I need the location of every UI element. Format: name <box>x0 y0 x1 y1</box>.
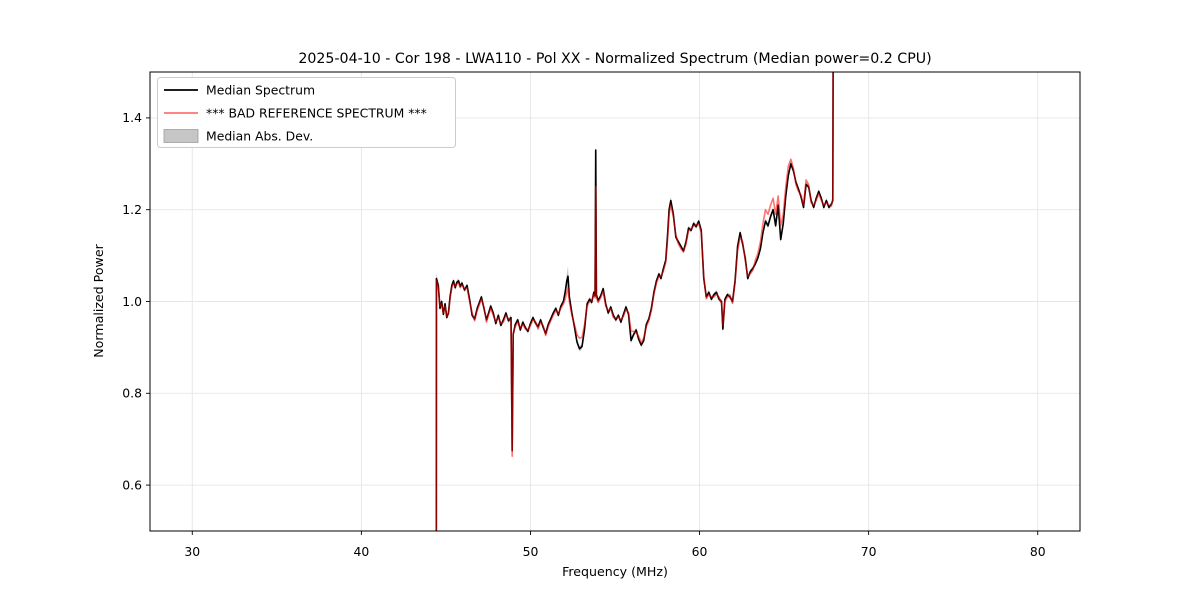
legend-label: *** BAD REFERENCE SPECTRUM *** <box>206 105 427 120</box>
series-group <box>435 72 834 531</box>
legend-label: Median Abs. Dev. <box>206 128 313 143</box>
chart-title: 2025-04-10 - Cor 198 - LWA110 - Pol XX -… <box>298 51 931 67</box>
x-tick-label: 50 <box>523 544 539 559</box>
y-tick-label: 1.2 <box>122 202 142 217</box>
y-tick-label: 1.4 <box>122 110 142 125</box>
y-tick-label: 1.0 <box>122 294 142 309</box>
y-tick-label: 0.6 <box>122 477 142 492</box>
legend-label: Median Spectrum <box>206 82 315 97</box>
chart-legend: Median Spectrum *** BAD REFERENCE SPECTRU… <box>157 77 456 148</box>
gridlines <box>150 72 1080 531</box>
x-tick-label: 80 <box>1030 544 1046 559</box>
y-axis-label: Normalized Power <box>91 243 106 357</box>
x-axis-label: Frequency (MHz) <box>562 564 668 579</box>
legend-swatch-mad <box>163 129 199 143</box>
axis-ticks: 30 40 50 60 70 80 0.6 0.8 1.0 1.2 1.4 <box>122 110 1045 559</box>
x-tick-label: 70 <box>861 544 877 559</box>
x-tick-label: 60 <box>692 544 708 559</box>
x-tick-label: 30 <box>184 544 200 559</box>
y-tick-label: 0.8 <box>122 386 142 401</box>
legend-box <box>157 77 456 148</box>
bad-reference-spectrum-line <box>435 72 834 531</box>
x-tick-label: 40 <box>353 544 369 559</box>
